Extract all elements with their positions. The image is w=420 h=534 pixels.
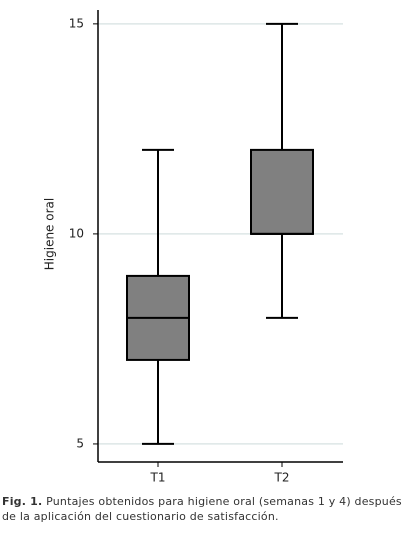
x-tick-label: T2 [274, 471, 290, 485]
y-tick-label: 10 [69, 226, 84, 240]
box [250, 148, 314, 235]
x-tick-label: T1 [150, 471, 166, 485]
caption-label: Fig. 1. [2, 495, 43, 508]
y-axis-label: Higiene oral [43, 198, 57, 270]
y-tick-label: 15 [69, 16, 84, 30]
caption-text: Puntajes obtenidos para higiene oral (se… [2, 495, 402, 523]
chart: Higiene oral 5 10 15 T1 T2 [43, 10, 343, 485]
caption: Fig. 1. Puntajes obtenidos para higiene … [2, 494, 418, 524]
y-tick-label: 5 [76, 436, 84, 450]
